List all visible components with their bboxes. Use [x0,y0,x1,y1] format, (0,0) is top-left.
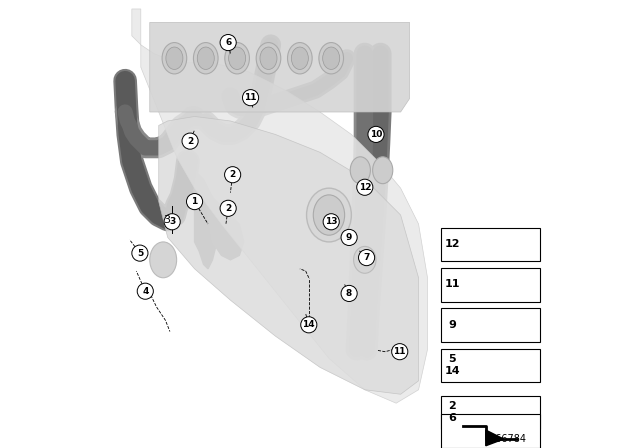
Circle shape [356,179,373,195]
Polygon shape [204,188,244,260]
Text: 6: 6 [225,38,231,47]
Text: 5: 5 [137,249,143,258]
Bar [441,268,540,302]
Circle shape [182,133,198,149]
Ellipse shape [166,47,183,69]
Polygon shape [159,116,419,394]
Circle shape [164,214,180,230]
Circle shape [220,34,236,51]
Text: 11: 11 [444,280,460,289]
Text: 12: 12 [358,183,371,192]
Text: 7: 7 [364,253,370,262]
Ellipse shape [307,188,351,242]
Ellipse shape [260,47,277,69]
Ellipse shape [314,195,345,235]
Circle shape [341,229,357,246]
Text: 3: 3 [163,215,170,224]
Bar [441,228,540,261]
Polygon shape [486,430,504,446]
Text: 9: 9 [346,233,352,242]
Circle shape [132,245,148,261]
Ellipse shape [291,47,308,69]
Circle shape [137,283,154,299]
Text: 1: 1 [191,197,198,206]
Ellipse shape [287,43,312,74]
Bar [441,349,540,382]
Circle shape [220,200,236,216]
Ellipse shape [225,43,250,74]
Ellipse shape [319,43,344,74]
Circle shape [368,126,384,142]
Text: 3: 3 [169,217,175,226]
Text: 2: 2 [187,137,193,146]
Polygon shape [150,22,410,112]
Text: 2: 2 [225,204,231,213]
Circle shape [301,317,317,333]
Ellipse shape [323,47,340,69]
Ellipse shape [193,43,218,74]
Text: 5
14: 5 14 [444,354,460,376]
Polygon shape [195,170,217,269]
Circle shape [323,214,339,230]
Text: 9: 9 [448,320,456,330]
Text: 10: 10 [370,130,382,139]
Text: 8: 8 [346,289,352,298]
Circle shape [243,90,259,106]
Text: 2
6: 2 6 [448,401,456,423]
Polygon shape [132,9,428,403]
Circle shape [358,250,374,266]
Ellipse shape [150,242,177,278]
Ellipse shape [162,43,187,74]
Circle shape [341,285,357,302]
Text: 2: 2 [230,170,236,179]
Circle shape [392,344,408,360]
Text: 11: 11 [394,347,406,356]
Ellipse shape [354,246,376,273]
Text: 13: 13 [325,217,337,226]
Bar [441,308,540,342]
Ellipse shape [228,47,246,69]
Ellipse shape [256,43,281,74]
Text: 11: 11 [244,93,257,102]
Text: 266784: 266784 [489,434,526,444]
Text: 4: 4 [142,287,148,296]
Ellipse shape [197,47,214,69]
Ellipse shape [350,157,371,184]
Text: 14: 14 [303,320,315,329]
Bar [441,396,540,429]
Text: 12: 12 [444,239,460,249]
Ellipse shape [372,157,393,184]
Circle shape [225,167,241,183]
Bar [441,414,540,448]
Circle shape [186,194,203,210]
